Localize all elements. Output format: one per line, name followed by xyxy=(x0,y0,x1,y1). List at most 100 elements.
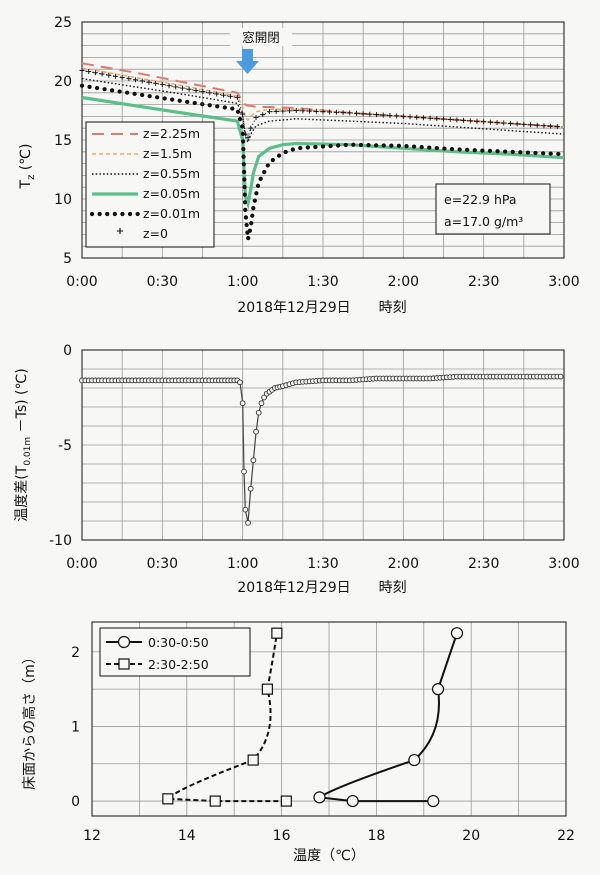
chart2-marker xyxy=(557,373,564,380)
chart1-xtick: 0:00 xyxy=(66,274,97,290)
chart1-plus-marker xyxy=(300,108,306,114)
chart2-marker xyxy=(253,428,259,435)
chart3-square-marker xyxy=(271,627,283,639)
chart2-xtick: 0:00 xyxy=(66,556,97,572)
chart1-plus-marker xyxy=(514,121,520,127)
window-open-annotation: 窓開閉 xyxy=(230,28,292,74)
chart-temperature-difference: 0:00 0:30 1:00 1:30 2:00 2:30 3:00 0 -5 -10 温度差(T… xyxy=(14,343,580,596)
chart1-plus-marker xyxy=(407,114,413,120)
chart1-plus-marker xyxy=(461,117,467,123)
chart3-square-marker xyxy=(280,795,292,807)
chart2-marker xyxy=(258,400,265,407)
chart1-plus-marker xyxy=(106,72,112,78)
chart1-plus-marker xyxy=(521,121,527,127)
legend-label: 0:30-0:50 xyxy=(148,635,209,650)
chart1-plus-marker xyxy=(207,90,213,96)
chart2-frame xyxy=(81,349,565,541)
chart1-frame xyxy=(81,21,565,259)
chart1-plus-marker xyxy=(159,82,165,88)
chart1-plus-marker xyxy=(420,115,426,121)
legend-label: z=0.05m xyxy=(143,186,200,201)
chart2-series xyxy=(79,373,564,526)
chart1-plus-marker xyxy=(427,115,433,121)
chart1-plus-marker xyxy=(494,120,500,126)
chart1-plus-marker xyxy=(347,110,353,116)
chart2-ytick: 0 xyxy=(63,343,72,359)
chart1-plus-marker xyxy=(126,76,132,82)
legend-label: z=0.55m xyxy=(143,166,200,181)
chart2-ylabel: 温度差(T0.01m －Ts) (℃) xyxy=(14,368,33,521)
chart1-plus-marker xyxy=(146,79,152,85)
chart1-plus-marker xyxy=(333,109,339,115)
chart1-ytick: 10 xyxy=(54,192,72,208)
chart3-xtick: 22 xyxy=(557,828,575,844)
chart1-plus-marker xyxy=(400,113,406,119)
chart1-plus-marker xyxy=(248,125,254,131)
chart2-marker xyxy=(261,394,267,401)
chart1-xtick: 2:30 xyxy=(468,274,499,290)
chart1-plus-marker xyxy=(320,109,326,115)
chart1-plus-marker xyxy=(387,113,393,119)
chart3-ytick: 1 xyxy=(71,719,80,735)
chart1-plus-marker xyxy=(441,116,446,122)
chart2-marker xyxy=(241,468,247,475)
chart2-marker xyxy=(247,485,254,492)
chart1-plus-marker xyxy=(173,84,179,90)
chart3-square-marker xyxy=(209,795,221,807)
chart1-plus-marker xyxy=(133,77,139,83)
chart1-plus-marker xyxy=(374,112,380,118)
chart1-xtick: 1:30 xyxy=(307,274,338,290)
chart3-legend: 0:30-0:50 2:30-2:50 xyxy=(99,627,251,677)
chart1-legend: z=2.25m z=1.5m z=0.55m z=0.05m z=0.01m z=0 xyxy=(85,121,215,248)
chart1-plus-marker xyxy=(200,89,206,95)
chart3-frame xyxy=(91,621,567,817)
chart3-square-marker xyxy=(162,793,174,805)
legend-label: z=0.01m xyxy=(143,206,200,221)
chart1-series xyxy=(79,62,567,240)
chart1-plus-marker xyxy=(280,108,286,114)
chart3-ylabel: 床面からの高さ（m） xyxy=(21,650,38,790)
chart1-series-3 xyxy=(81,95,565,211)
chart1-series-2 xyxy=(81,77,565,145)
chart3-line-0 xyxy=(316,632,458,803)
chart3-series xyxy=(162,627,464,808)
chart1-plus-marker xyxy=(548,123,554,129)
legend-label: z=1.5m xyxy=(143,146,192,161)
chart1-plus-marker xyxy=(327,109,333,115)
chart2-xtick: 1:30 xyxy=(307,556,338,572)
chart1-ytick: 20 xyxy=(54,74,72,90)
chart2-xtick: 3:00 xyxy=(548,556,579,572)
info-box: e=22.9 hPa a=17.0 g/m³ xyxy=(435,183,551,235)
chart3-xtick: 14 xyxy=(178,828,196,844)
chart1-plus-marker xyxy=(367,111,373,117)
chart1-plus-marker xyxy=(434,116,440,122)
chart1-plus-marker xyxy=(119,74,125,80)
chart2-ytick: -5 xyxy=(58,438,72,454)
chart1-plus-marker xyxy=(193,87,199,93)
chart1-series-1 xyxy=(81,67,565,128)
info-line-1: e=22.9 hPa xyxy=(444,192,517,207)
chart1-plus-marker xyxy=(214,91,220,97)
chart1-xtick: 1:00 xyxy=(227,274,258,290)
chart2-marker xyxy=(245,520,251,526)
chart2-xtick: 0:30 xyxy=(147,556,178,572)
chart3-ytick: 2 xyxy=(71,645,80,661)
chart2-xlabel: 2018年12月29日 時刻 xyxy=(237,580,406,596)
chart1-plus-marker xyxy=(554,124,560,130)
chart2-ytick: -10 xyxy=(49,533,72,549)
chart1-plus-marker xyxy=(394,113,400,119)
legend-label: 2:30-2:50 xyxy=(148,657,209,672)
chart2-ticks: 0:00 0:30 1:00 1:30 2:00 2:30 3:00 0 -5 -10 xyxy=(49,343,580,572)
chart3-square-marker xyxy=(247,754,259,766)
legend-label: z=0 xyxy=(143,226,168,241)
chart1-plus-marker xyxy=(92,70,98,76)
chart3-circle-marker xyxy=(346,794,359,808)
chart1-plus-marker xyxy=(293,108,299,113)
chart1-plus-marker xyxy=(240,111,246,117)
chart3-xtick: 20 xyxy=(462,828,480,844)
chart2-marker xyxy=(239,400,246,407)
chart3-xtick: 18 xyxy=(367,828,385,844)
legend-circle-icon xyxy=(117,635,131,649)
chart1-ytick: 5 xyxy=(63,251,72,267)
